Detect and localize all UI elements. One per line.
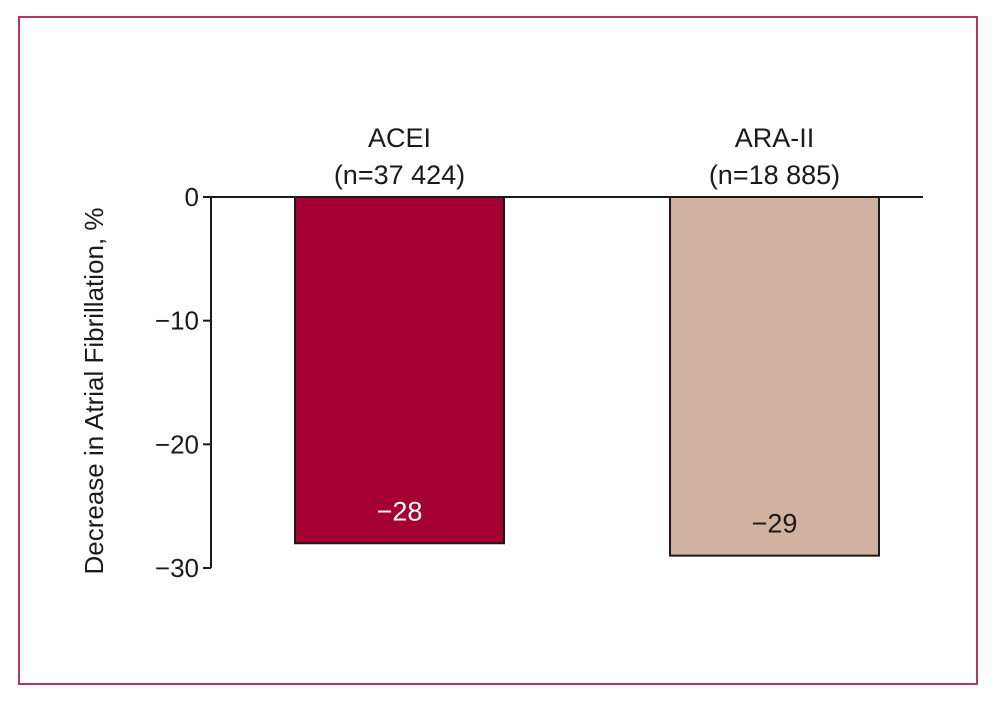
bar-ara-ii <box>669 196 880 557</box>
category-sublabel: (n=37 424) <box>334 160 465 190</box>
y-tick-label: 0 <box>185 182 199 212</box>
category-sublabel: (n=18 885) <box>709 160 840 190</box>
y-axis-title: Decrease in Atrial Fibrillation, % <box>79 207 109 574</box>
labels: ACEI (n=37 424) −28 ARA-II (n=18 885) −29 <box>334 123 840 539</box>
data-label: −28 <box>377 496 423 526</box>
bar-acei <box>294 196 505 545</box>
y-ticks: 0 −10 −20 −30 <box>155 182 211 583</box>
category-label: ARA-II <box>735 123 815 153</box>
category-label: ACEI <box>368 123 431 153</box>
y-tick-label: −30 <box>155 553 199 583</box>
y-tick-label: −10 <box>155 306 199 336</box>
y-tick-label: −20 <box>155 429 199 459</box>
bars <box>294 196 880 557</box>
data-label: −29 <box>752 509 798 539</box>
